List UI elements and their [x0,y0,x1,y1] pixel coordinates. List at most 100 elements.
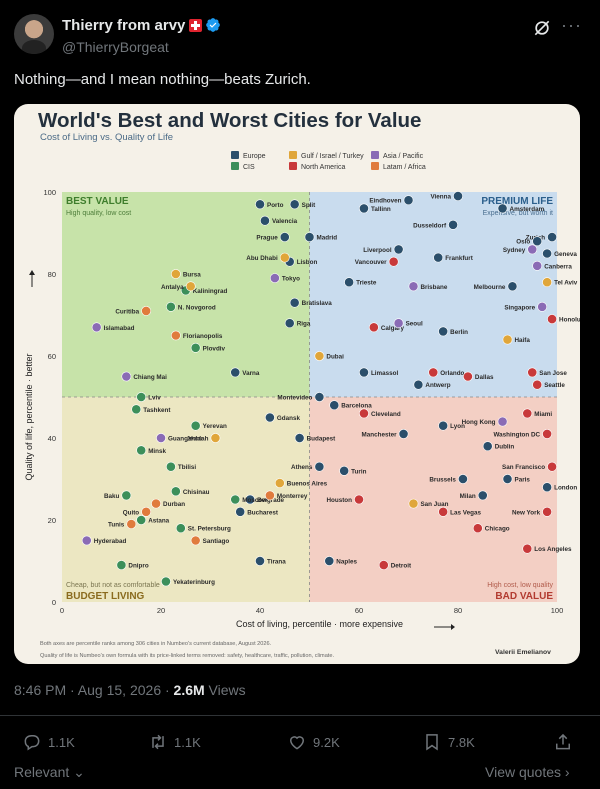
quadrant-title: BUDGET LIVING [66,591,145,602]
chart-title: World's Best and Worst Cities for Value [38,109,422,132]
data-point [81,535,92,546]
data-point [121,371,132,382]
avatar[interactable] [14,14,54,54]
data-point [170,269,181,279]
data-point [314,351,325,361]
point-label: Valencia [272,218,298,225]
data-point [448,219,458,230]
data-point [344,277,354,288]
point-label: Montevideo [277,395,312,402]
repost-button[interactable]: 1.1K [148,728,201,756]
data-point [403,195,414,206]
data-point [294,433,305,443]
data-point [314,392,325,402]
chart-image-card[interactable]: BEST VALUE High quality, low cost PREMIUM … [14,104,580,664]
legend-label: Asia / Pacific [383,153,424,160]
data-point [170,330,181,341]
divider [0,715,600,716]
y-tick-label: 20 [48,516,56,525]
data-point [527,367,538,378]
author-name-row[interactable]: Thierry from arvy [62,17,221,34]
data-point [532,260,543,271]
point-label: Yerevan [203,423,227,430]
bookmark-button[interactable]: 7.8K [422,728,475,756]
point-label: Gdansk [277,415,301,422]
quadrant-desc: High cost, low quality [487,582,553,589]
data-point [175,523,186,534]
point-label: Plovdiv [203,345,226,352]
point-label: Frankfurt [445,255,474,262]
x-tick-label: 20 [157,606,165,615]
data-point [497,203,508,214]
share-button[interactable] [553,728,579,756]
point-label: Detroit [391,563,412,570]
share-icon [556,733,570,750]
data-point [255,199,265,210]
point-label: Canberra [544,263,572,270]
data-point [284,318,295,329]
data-point [136,515,147,525]
data-point [482,441,493,452]
data-point [527,244,538,255]
legend-label: CIS [243,164,255,171]
data-point [388,256,399,267]
view-quotes-link[interactable]: View quotes › [485,764,570,780]
data-point [522,543,533,554]
point-label: Dnipro [128,563,148,570]
data-point [359,367,369,378]
point-label: Calgary [381,325,405,332]
point-label: Chiang Mai [133,374,167,381]
like-button[interactable]: 9.2K [287,728,340,756]
quadrant-desc: High quality, low cost [66,210,131,217]
point-label: Paris [515,477,531,484]
point-label: Split [302,202,317,209]
swiss-flag-icon [189,19,203,32]
data-point [428,367,439,378]
data-point [126,519,137,529]
data-point [542,482,552,493]
point-label: Vancouver [355,259,387,266]
point-label: Dallas [475,374,494,381]
legend-swatch [231,151,239,159]
reply-count: 1.1K [48,734,75,750]
author-handle[interactable]: @ThierryBorgeat [62,39,169,55]
data-point [255,556,265,566]
reply-button[interactable]: 1.1K [22,728,75,756]
x-tick-label: 40 [256,606,264,615]
point-label: Washington DC [493,431,540,438]
data-point [210,433,221,443]
data-point [190,342,201,353]
point-label: Buenos Aires [287,481,328,488]
point-label: Las Vegas [450,509,481,516]
point-label: Antalya [161,284,184,291]
data-point [393,318,404,329]
point-label: Quito [123,509,140,516]
relevant-sort[interactable]: Relevant ⌄ [14,764,85,781]
chart-subtitle: Cost of Living vs. Quality of Life [40,132,174,143]
data-point [522,408,533,419]
more-icon[interactable]: ··· [561,15,582,35]
legend-swatch [371,162,379,170]
data-point [438,506,449,517]
point-label: Tokyo [282,276,300,283]
y-tick-label: 80 [48,270,56,279]
repost-icon [152,734,164,750]
point-label: Vienna [430,194,451,201]
point-label: Florianopolis [183,333,223,340]
footnote-1: Both axes are percentile ranks among 306… [40,641,272,647]
point-label: Astana [148,518,169,525]
point-label: Houston [326,497,352,504]
author-name[interactable]: Thierry from arvy [62,17,186,34]
point-label: Tashkent [143,407,171,414]
post-timestamp[interactable]: 8:46 PM · Aug 15, 2026 · [14,682,174,698]
scatter-chart: BEST VALUE High quality, low cost PREMIUM … [24,188,580,630]
data-point [190,535,201,546]
action-bar: 1.1K 1.1K 9.2K 7.8K [0,728,600,758]
grok-icon[interactable] [532,18,552,38]
chevron-right-icon: › [561,764,570,780]
data-point [453,191,463,201]
point-label: Seoul [406,321,423,328]
data-point [542,506,552,517]
point-label: Budapest [307,436,337,443]
quadrant-title: BAD VALUE [495,591,553,602]
